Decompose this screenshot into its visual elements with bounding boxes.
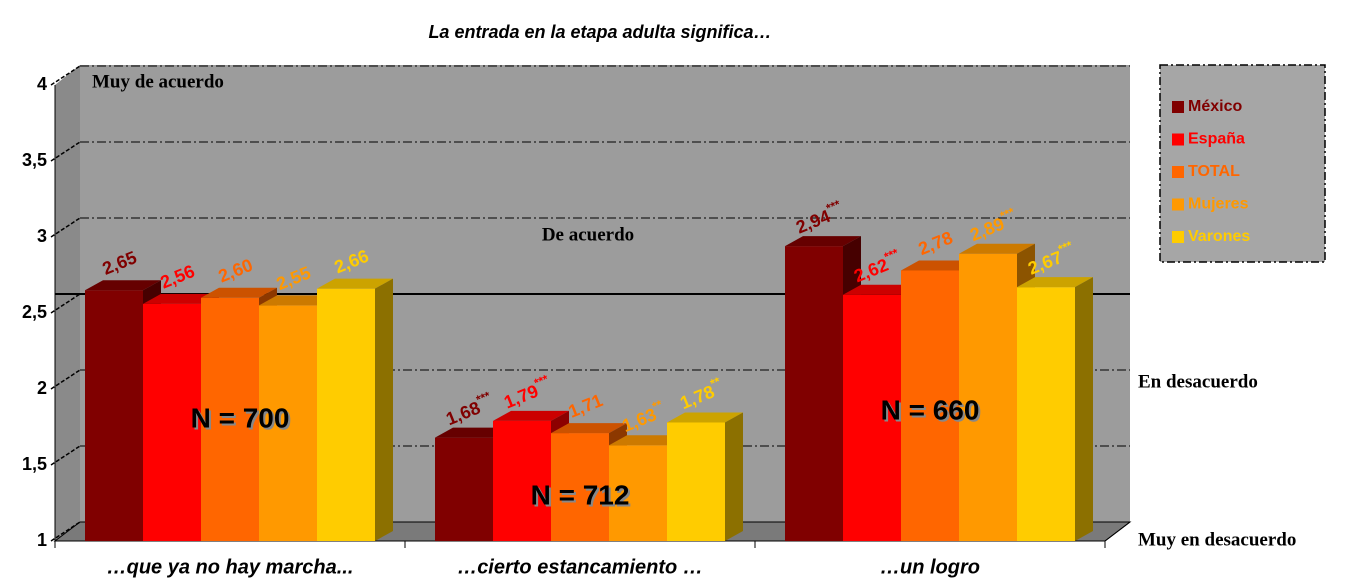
bar xyxy=(85,290,143,541)
bar xyxy=(1017,287,1075,541)
bar xyxy=(609,445,667,541)
bar-top xyxy=(201,287,277,298)
bar-top xyxy=(843,284,919,295)
bar-side xyxy=(1075,277,1093,541)
bar-top xyxy=(551,423,627,434)
n-label-shadow: N = 660 xyxy=(883,396,982,427)
bar-top xyxy=(959,243,1035,254)
bar xyxy=(667,422,725,541)
n-label: N = 712 xyxy=(531,479,630,510)
legend-label: Varones xyxy=(1188,228,1250,245)
floor-edge xyxy=(1104,521,1131,542)
y-tick-label: 1 xyxy=(37,530,47,550)
bar-top xyxy=(901,260,977,271)
bar xyxy=(843,294,901,541)
significance: *** xyxy=(998,205,1017,223)
legend-swatch xyxy=(1172,101,1184,113)
bar-top xyxy=(785,236,861,247)
x-tick-label: …que ya no hay marcha... xyxy=(107,556,354,578)
bar xyxy=(317,288,375,541)
n-label-shadow: N = 700 xyxy=(193,404,292,435)
bar-top xyxy=(259,295,335,306)
bar xyxy=(435,437,493,541)
bar xyxy=(143,303,201,541)
bar xyxy=(551,433,609,541)
n-label-shadow: N = 712 xyxy=(533,481,632,512)
y-tick-label: 2 xyxy=(37,378,47,398)
legend-swatch xyxy=(1172,231,1184,243)
significance: *** xyxy=(824,197,843,215)
bar-top xyxy=(143,293,219,304)
legend xyxy=(1159,64,1326,263)
bar-top xyxy=(609,435,685,446)
legend-label: Mujeres xyxy=(1188,196,1249,213)
bar xyxy=(259,305,317,541)
scale-label: En desacuerdo xyxy=(1138,371,1258,392)
bar-top xyxy=(435,427,511,438)
bar xyxy=(959,253,1017,541)
y-tick-label: 3 xyxy=(37,226,47,246)
y-tick-label: 3,5 xyxy=(22,150,47,170)
legend-swatch xyxy=(1172,166,1184,178)
bar xyxy=(785,246,843,541)
n-label: N = 660 xyxy=(881,394,980,425)
significance: *** xyxy=(474,389,493,407)
bar xyxy=(493,420,551,541)
significance: *** xyxy=(532,372,551,390)
y-tick-label: 2,5 xyxy=(22,302,47,322)
bar xyxy=(201,297,259,541)
n-label: N = 700 xyxy=(191,402,290,433)
legend-label: México xyxy=(1188,98,1242,115)
bar-side xyxy=(725,412,743,541)
scale-label: Muy de acuerdo xyxy=(92,71,224,92)
y-tick-label: 4 xyxy=(37,74,47,94)
x-tick-label: …cierto estancamiento … xyxy=(457,556,703,578)
legend-swatch xyxy=(1172,133,1184,146)
scale-label: Muy en desacuerdo xyxy=(1138,529,1296,550)
bar-top xyxy=(317,278,393,289)
scale-label: De acuerdo xyxy=(542,224,634,245)
bar-top xyxy=(85,280,161,291)
bar-top xyxy=(1017,277,1093,288)
bar-top xyxy=(667,412,743,423)
legend-swatch xyxy=(1172,198,1184,211)
legend-label: TOTAL xyxy=(1188,163,1240,180)
chart-title: La entrada en la etapa adulta significa… xyxy=(428,22,771,42)
bar-top xyxy=(493,410,569,421)
legend-label: España xyxy=(1188,131,1245,148)
significance: *** xyxy=(882,246,901,264)
bar xyxy=(901,270,959,541)
x-tick-label: …un logro xyxy=(880,556,980,578)
y-tick-label: 1,5 xyxy=(22,454,47,474)
significance: *** xyxy=(1056,238,1075,256)
bar-side xyxy=(375,278,393,541)
